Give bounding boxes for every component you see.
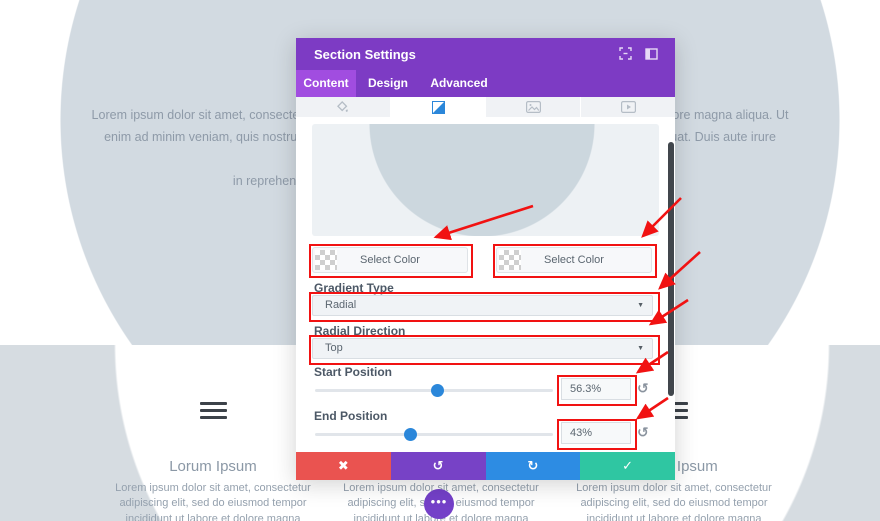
redo-button[interactable]: ↻: [485, 452, 581, 480]
end-position-value[interactable]: 43%: [561, 422, 631, 444]
radial-direction-label: Radial Direction: [314, 324, 406, 338]
background-video-tab[interactable]: [581, 97, 675, 117]
column-left: Lorum Ipsum Lorem ipsum dolor sit amet, …: [78, 398, 348, 521]
discard-button[interactable]: ✖: [296, 452, 391, 480]
end-position-slider[interactable]: [315, 433, 553, 436]
transparency-checker-swatch: [315, 250, 337, 270]
modal-header: Section Settings: [296, 38, 675, 70]
section-settings-modal: Section Settings Content Design Advanced: [296, 38, 675, 480]
gradient-type-select[interactable]: Radial ▼: [312, 295, 653, 316]
tab-design[interactable]: Design: [367, 76, 408, 90]
video-icon: [620, 101, 636, 113]
column-heading: Lorum Ipsum: [169, 458, 257, 475]
background-color-tab[interactable]: [296, 97, 390, 117]
chevron-down-icon: ▼: [637, 302, 644, 309]
select-color-1-button[interactable]: Select Color: [312, 247, 468, 273]
save-button[interactable]: ✓: [580, 452, 675, 480]
dock-panel-icon[interactable]: [645, 47, 659, 61]
tab-content[interactable]: Content: [296, 70, 356, 97]
image-icon: [525, 101, 541, 113]
reset-start-position-icon[interactable]: ↺: [637, 380, 649, 396]
modal-footer: ✖ ↺ ↻ ✓: [296, 452, 675, 480]
gradient-preview: [312, 124, 659, 236]
paint-bucket-icon: [337, 101, 348, 112]
background-image-tab[interactable]: [486, 97, 580, 117]
gradient-type-label: Gradient Type: [314, 281, 394, 295]
background-type-tabs: [296, 97, 675, 117]
radial-direction-select[interactable]: Top ▼: [312, 338, 653, 359]
undo-button[interactable]: ↺: [390, 452, 486, 480]
modal-title: Section Settings: [314, 47, 416, 62]
expand-modal-icon[interactable]: [619, 47, 633, 61]
end-position-slider-thumb[interactable]: [404, 428, 417, 441]
tab-advanced[interactable]: Advanced: [430, 76, 488, 90]
chevron-down-icon: ▼: [637, 345, 644, 352]
menu-icon: [199, 398, 227, 423]
start-position-value[interactable]: 56.3%: [561, 378, 631, 400]
transparency-checker-swatch: [499, 250, 521, 270]
reset-end-position-icon[interactable]: ↺: [637, 424, 649, 440]
end-position-label: End Position: [314, 409, 388, 423]
page-settings-dots-button[interactable]: •••: [424, 489, 454, 519]
modal-scrollbar[interactable]: [668, 142, 674, 396]
modal-tab-bar: Content Design Advanced: [296, 70, 675, 97]
background-gradient-tab[interactable]: [391, 97, 485, 117]
start-position-slider-thumb[interactable]: [431, 384, 444, 397]
select-color-2-button[interactable]: Select Color: [496, 247, 652, 273]
gradient-icon: [431, 100, 445, 114]
start-position-label: Start Position: [314, 365, 393, 379]
